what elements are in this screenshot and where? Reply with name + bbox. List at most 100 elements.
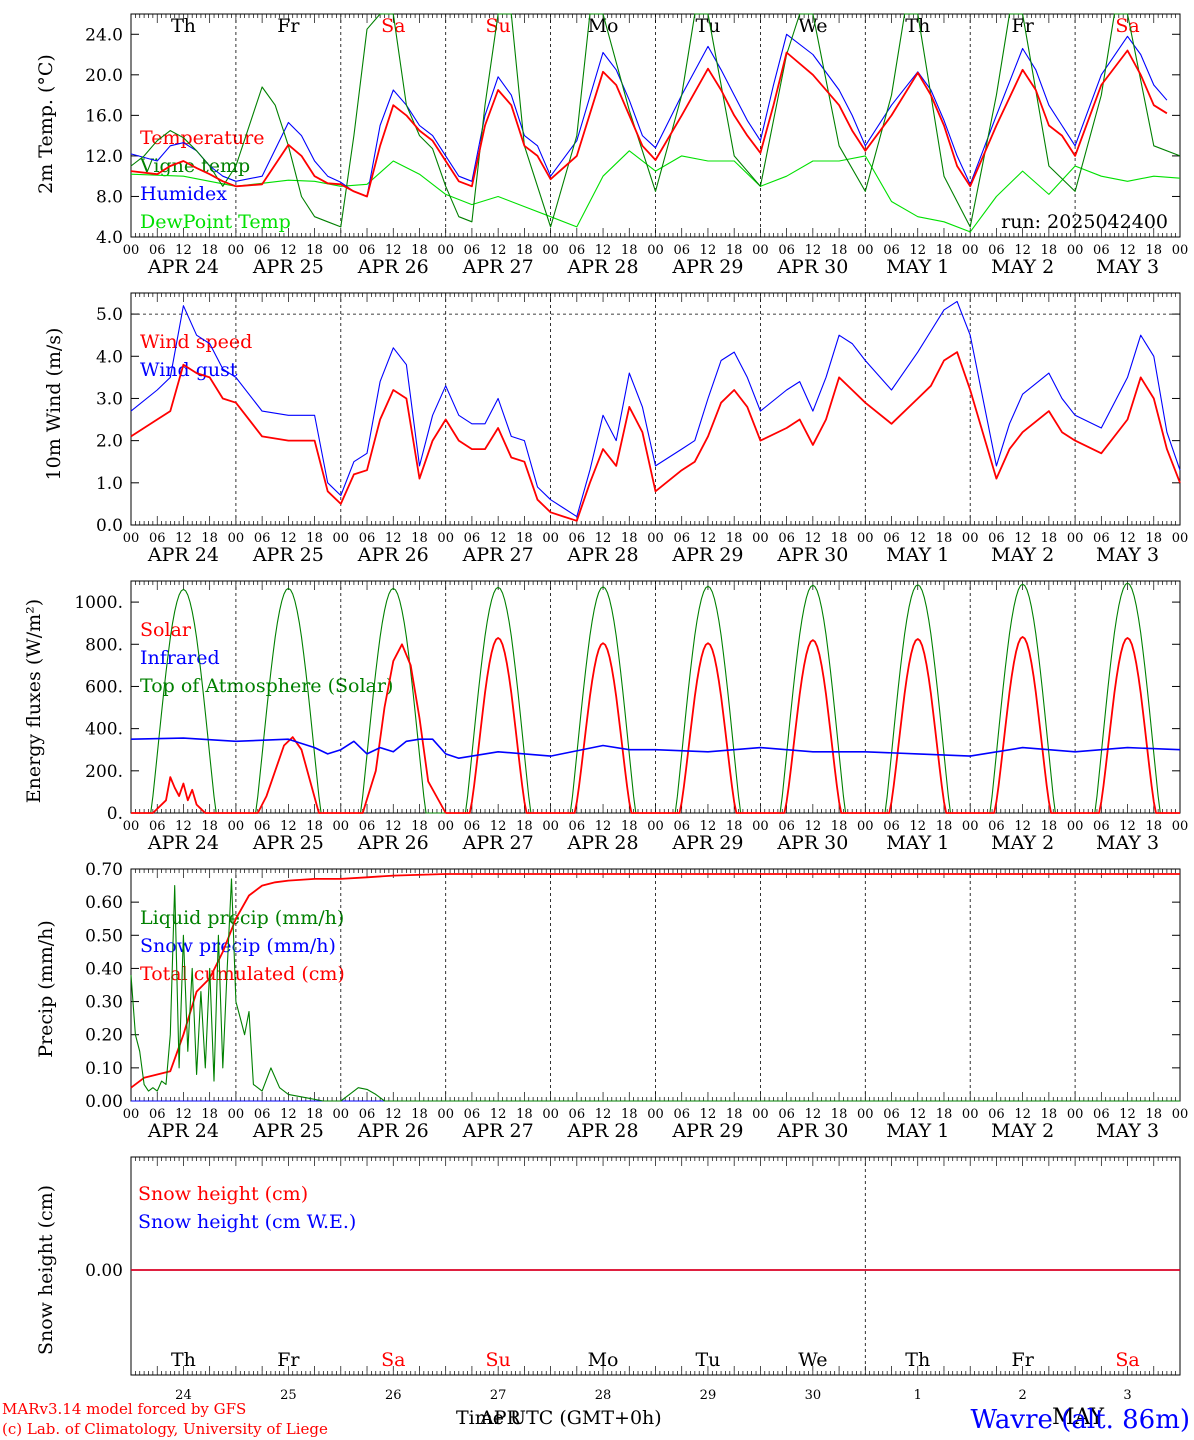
hour-tick-label: 18 bbox=[621, 243, 638, 258]
hour-tick-label: 00 bbox=[437, 1107, 454, 1122]
hour-tick-label: 00 bbox=[437, 243, 454, 258]
hour-tick-label: 06 bbox=[464, 819, 481, 834]
weekday-label: Th bbox=[905, 15, 930, 37]
weekday-label: Sa bbox=[1115, 15, 1139, 37]
day-number-label: 28 bbox=[595, 1388, 612, 1403]
y-tick-label: 2.0 bbox=[96, 432, 123, 452]
weekday-label: Tu bbox=[695, 1349, 720, 1371]
panel-wind: 10m Wind (m/s) Wind speed Wind gust bbox=[43, 328, 252, 481]
date-label: APR 30 bbox=[776, 1120, 848, 1142]
y-tick-label: 4.0 bbox=[96, 228, 123, 248]
weekday-label: Mo bbox=[588, 1349, 619, 1371]
hour-tick-label: 06 bbox=[778, 819, 795, 834]
hour-tick-label: 18 bbox=[621, 1107, 638, 1122]
hour-tick-label: 00 bbox=[857, 243, 874, 258]
date-label: APR 28 bbox=[567, 544, 639, 566]
x-axis-label: Time UTC (GMT+0h) bbox=[456, 1407, 662, 1429]
hour-tick-label: 12 bbox=[909, 1107, 926, 1122]
hour-tick-label: 18 bbox=[621, 819, 638, 834]
solar-line bbox=[760, 639, 866, 814]
hour-tick-label: 18 bbox=[726, 531, 743, 546]
hour-tick-label: 00 bbox=[752, 1107, 769, 1122]
hour-tick-label: 06 bbox=[254, 1107, 271, 1122]
date-label: APR 27 bbox=[462, 832, 534, 854]
hour-tick-label: 00 bbox=[962, 1107, 979, 1122]
hour-tick-label: 18 bbox=[831, 243, 848, 258]
date-label: APR 24 bbox=[147, 256, 219, 278]
hour-tick-label: 00 bbox=[333, 1107, 350, 1122]
weekday-label: Th bbox=[905, 1349, 930, 1371]
weekday-label: Fr bbox=[277, 1349, 300, 1371]
hour-tick-label: 18 bbox=[831, 1107, 848, 1122]
y-tick-label: 0. bbox=[107, 804, 123, 824]
hour-tick-label: 00 bbox=[333, 531, 350, 546]
hour-tick-label: 12 bbox=[1014, 531, 1031, 546]
humidex-line bbox=[130, 33, 1168, 198]
hour-tick-label: 18 bbox=[306, 819, 323, 834]
date-label: APR 28 bbox=[567, 832, 639, 854]
hour-tick-label: 00 bbox=[752, 819, 769, 834]
legend-liquid-precip: Liquid precip (mm/h) bbox=[140, 907, 344, 929]
hour-tick-label: 06 bbox=[464, 243, 481, 258]
y-tick-label: 0.50 bbox=[85, 926, 123, 946]
hour-tick-label: 18 bbox=[306, 1107, 323, 1122]
hour-tick-label: 18 bbox=[1146, 819, 1163, 834]
hour-tick-label: 06 bbox=[149, 819, 166, 834]
legend-wind-speed: Wind speed bbox=[140, 331, 252, 353]
date-label: APR 26 bbox=[357, 256, 429, 278]
hour-tick-label: 18 bbox=[411, 1107, 428, 1122]
day-number-label: 2 bbox=[1019, 1388, 1027, 1403]
date-label: MAY 1 bbox=[886, 256, 949, 278]
hour-tick-label: 06 bbox=[359, 1107, 376, 1122]
hour-tick-label: 18 bbox=[516, 243, 533, 258]
hour-tick-label: 06 bbox=[359, 531, 376, 546]
hour-tick-label: 00 bbox=[542, 531, 559, 546]
hour-tick-label: 18 bbox=[726, 243, 743, 258]
date-label: APR 25 bbox=[252, 1120, 324, 1142]
wind-ylabel: 10m Wind (m/s) bbox=[43, 328, 65, 481]
y-tick-label: 0.30 bbox=[85, 993, 123, 1013]
hour-tick-label: 18 bbox=[411, 819, 428, 834]
date-label: APR 28 bbox=[567, 256, 639, 278]
day-number-label: 27 bbox=[490, 1388, 507, 1403]
date-label: MAY 2 bbox=[991, 256, 1054, 278]
run-label: run: 2025042400 bbox=[1001, 211, 1168, 233]
hour-tick-label: 00 bbox=[962, 819, 979, 834]
hour-tick-label: 18 bbox=[936, 819, 953, 834]
legend-dewpoint-temp: DewPoint Temp bbox=[140, 211, 291, 233]
y-tick-label: 800. bbox=[85, 635, 123, 655]
hour-tick-label: 00 bbox=[228, 243, 245, 258]
hour-tick-label: 12 bbox=[280, 819, 297, 834]
hour-tick-label: 06 bbox=[1093, 531, 1110, 546]
date-label: APR 27 bbox=[462, 544, 534, 566]
hour-tick-label: 00 bbox=[333, 819, 350, 834]
solar-line bbox=[865, 638, 971, 814]
date-label: APR 25 bbox=[252, 832, 324, 854]
hour-tick-label: 18 bbox=[201, 819, 218, 834]
date-label: MAY 3 bbox=[1096, 832, 1159, 854]
liquid-precip-mm-h--line bbox=[130, 878, 1180, 1102]
day-number-label: 24 bbox=[175, 1388, 192, 1403]
hour-tick-label: 00 bbox=[1172, 819, 1189, 834]
y-tick-label: 8.0 bbox=[96, 187, 123, 207]
hour-tick-label: 12 bbox=[595, 531, 612, 546]
y-tick-label: 0.0 bbox=[96, 516, 123, 536]
hour-tick-label: 00 bbox=[647, 531, 664, 546]
hour-tick-label: 06 bbox=[778, 1107, 795, 1122]
hour-tick-label: 06 bbox=[988, 531, 1005, 546]
hour-tick-label: 18 bbox=[201, 531, 218, 546]
date-label: APR 28 bbox=[567, 1120, 639, 1142]
date-label: MAY 1 bbox=[886, 1120, 949, 1142]
hour-tick-label: 00 bbox=[857, 531, 874, 546]
hour-tick-label: 18 bbox=[726, 1107, 743, 1122]
weekday-label: Sa bbox=[381, 15, 405, 37]
hour-tick-label: 06 bbox=[149, 531, 166, 546]
legend-humidex: Humidex bbox=[140, 183, 227, 205]
y-tick-label: 5.0 bbox=[96, 305, 123, 325]
credit-line-1: MARv3.14 model forced by GFS bbox=[2, 1400, 246, 1418]
panel-temperature: 2m Temp. (°C) Temperature Vigne temp Hum… bbox=[35, 54, 1168, 233]
hour-tick-label: 12 bbox=[1119, 1107, 1136, 1122]
hour-tick-label: 12 bbox=[595, 819, 612, 834]
y-tick-label: 24.0 bbox=[85, 25, 123, 45]
